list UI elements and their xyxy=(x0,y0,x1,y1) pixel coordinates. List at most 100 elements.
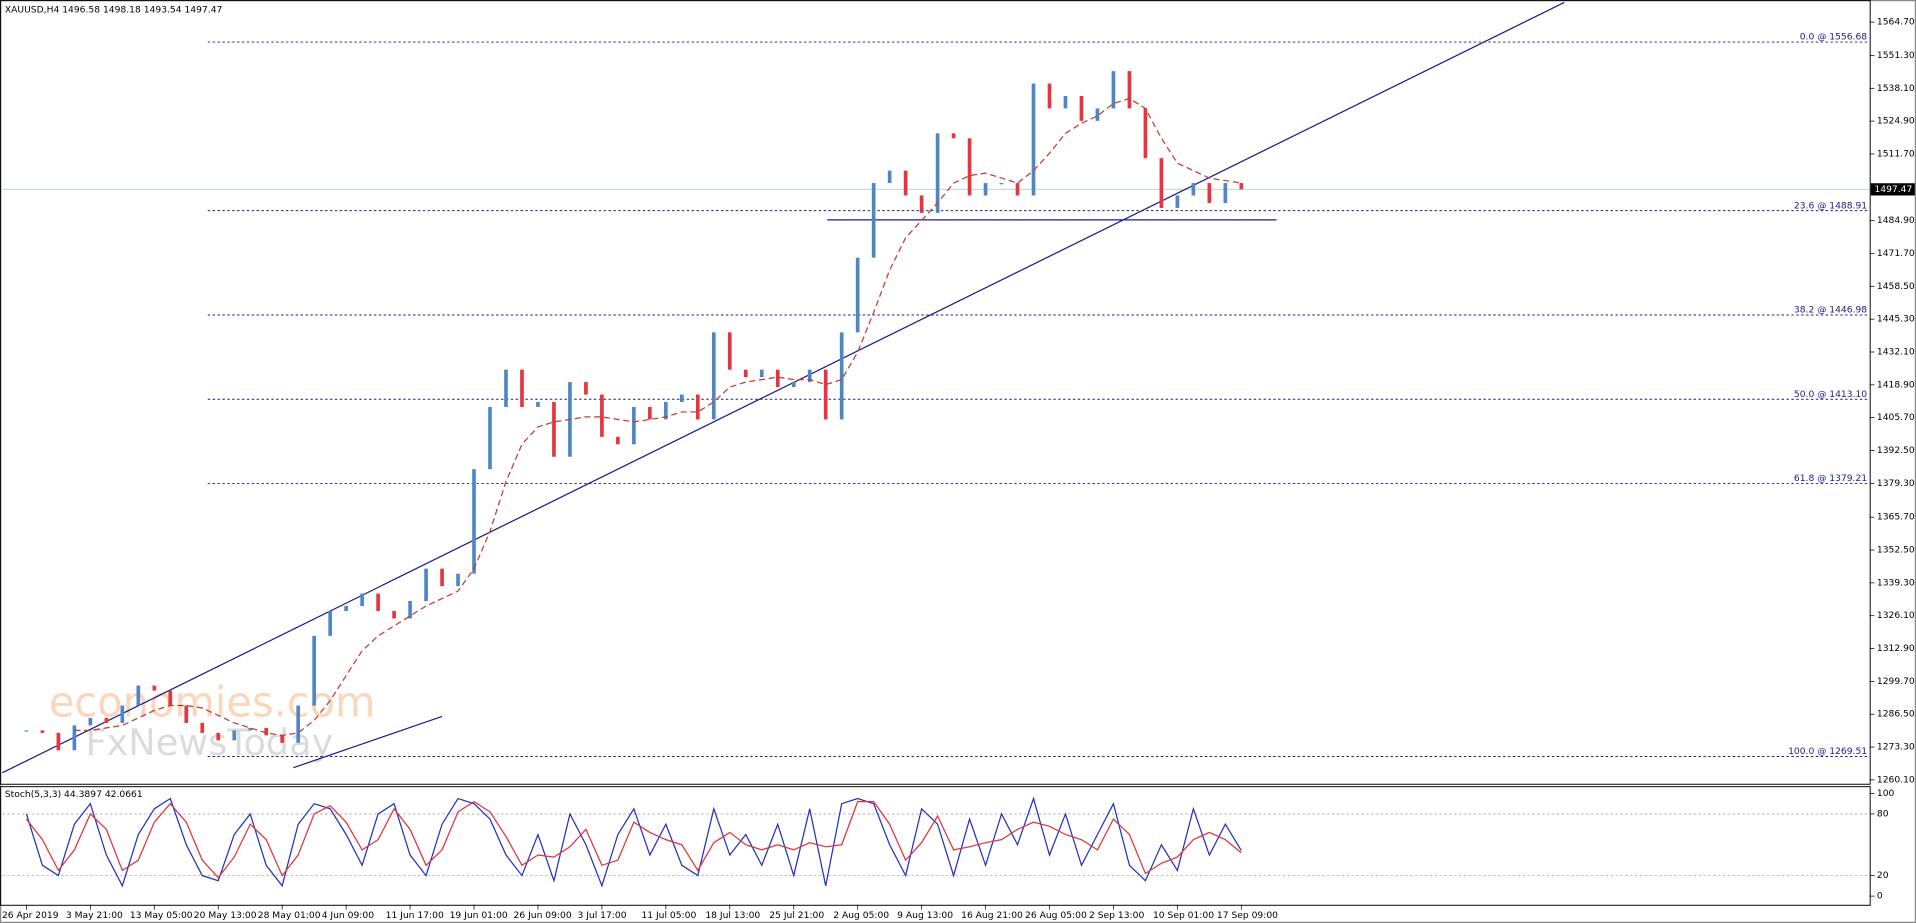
candle xyxy=(983,183,988,196)
watermark: FxNewsToday xyxy=(86,721,334,764)
candle xyxy=(536,401,540,407)
y-tick-label: 1471.70 xyxy=(1877,248,1915,259)
x-tick-label: 18 Jul 13:00 xyxy=(705,910,760,921)
y-tick-label: 1511.70 xyxy=(1877,148,1915,159)
fib-label: 100.0 @ 1269.51 xyxy=(1788,746,1867,757)
x-tick-label: 17 Sep 09:00 xyxy=(1217,910,1278,921)
candle xyxy=(1015,183,1020,196)
candle xyxy=(520,369,524,407)
candle xyxy=(807,369,812,383)
candle xyxy=(616,436,620,445)
candle xyxy=(600,394,604,437)
candle xyxy=(168,690,173,706)
x-tick-label: 10 Sep 01:00 xyxy=(1153,910,1214,921)
x-tick-label: 20 May 13:00 xyxy=(194,910,257,921)
candle xyxy=(1047,83,1052,109)
y-tick-label: 1418.90 xyxy=(1877,379,1915,390)
last-price-box xyxy=(1870,183,1915,196)
candle xyxy=(855,257,860,333)
x-tick-label: 3 Jul 17:00 xyxy=(577,910,626,921)
stoch-title: Stoch(5,3,3) 44.3897 42.0661 xyxy=(5,789,143,800)
main-panel xyxy=(0,0,1871,785)
candle xyxy=(711,332,716,420)
y-tick-label: 1564.70 xyxy=(1877,17,1915,28)
x-tick-label: 16 Aug 21:00 xyxy=(961,910,1023,921)
x-tick-label: 2 Aug 05:00 xyxy=(833,910,889,921)
candle xyxy=(552,401,556,457)
candle xyxy=(1191,183,1196,196)
stoch-line xyxy=(25,796,1242,888)
candle xyxy=(775,369,780,388)
candle xyxy=(1127,71,1132,109)
candle xyxy=(56,732,61,751)
candle xyxy=(264,727,269,736)
candle xyxy=(919,195,924,213)
candle xyxy=(232,730,237,741)
candle xyxy=(1175,195,1180,208)
y-tick-label: 1432.10 xyxy=(1877,346,1915,357)
candle xyxy=(951,133,956,139)
moving-average xyxy=(74,97,1242,736)
x-tick-label: 26 Aug 05:00 xyxy=(1025,910,1087,921)
y-tick-label: 1458.50 xyxy=(1877,281,1915,292)
y-tick-label: 1339.30 xyxy=(1877,577,1915,588)
y-tick-label: 1299.70 xyxy=(1877,676,1915,687)
candle xyxy=(376,593,380,611)
x-tick-label: 28 May 01:00 xyxy=(258,910,321,921)
y-tick-label: 1312.90 xyxy=(1877,643,1915,654)
x-tick-label: 13 May 05:00 xyxy=(130,910,193,921)
candle xyxy=(903,170,908,196)
candle xyxy=(24,730,29,732)
candle xyxy=(1239,183,1244,190)
trendline xyxy=(2,1,1565,774)
stoch-tick-label: 20 xyxy=(1877,870,1889,881)
candle xyxy=(1159,158,1164,208)
candle xyxy=(823,369,828,420)
y-tick-label: 1524.90 xyxy=(1877,116,1915,127)
y-tick-label: 1260.10 xyxy=(1877,774,1915,785)
candle xyxy=(999,183,1004,185)
candle xyxy=(632,406,636,445)
candle xyxy=(887,170,892,184)
candle xyxy=(1031,83,1036,196)
candle xyxy=(152,685,157,691)
candle xyxy=(104,717,109,723)
y-tick-label: 1445.30 xyxy=(1877,314,1915,325)
x-tick-label: 19 Jun 01:00 xyxy=(450,910,508,921)
candle xyxy=(791,382,796,388)
candle xyxy=(1111,71,1116,109)
candle xyxy=(967,138,972,196)
y-tick-label: 1365.70 xyxy=(1877,512,1915,523)
fib-label: 61.8 @ 1379.21 xyxy=(1794,473,1867,484)
stoch-tick-label: 80 xyxy=(1877,808,1889,819)
y-tick-label: 1392.50 xyxy=(1877,445,1915,456)
fib-label: 23.6 @ 1488.91 xyxy=(1794,200,1867,211)
candle xyxy=(839,332,844,420)
candle xyxy=(344,605,348,611)
fib-label: 50.0 @ 1413.10 xyxy=(1794,389,1867,400)
x-tick-label: 2 Sep 13:00 xyxy=(1089,910,1144,921)
y-tick-label: 1352.50 xyxy=(1877,545,1915,556)
candle xyxy=(743,369,748,378)
candle xyxy=(648,406,652,420)
candle xyxy=(312,635,316,706)
candle xyxy=(759,369,764,378)
candle xyxy=(1207,183,1212,203)
x-tick-label: 9 Aug 13:00 xyxy=(897,910,953,921)
y-tick-label: 1379.30 xyxy=(1877,478,1915,489)
candle xyxy=(727,332,732,370)
candle xyxy=(680,394,684,402)
x-tick-label: 25 Jul 21:00 xyxy=(769,910,824,921)
y-tick-label: 1551.30 xyxy=(1877,50,1915,61)
candle xyxy=(184,705,189,723)
candle xyxy=(1063,95,1068,109)
candle xyxy=(120,705,125,723)
candle xyxy=(504,369,508,407)
stoch-panel xyxy=(0,786,1871,906)
fib-label: 38.2 @ 1446.98 xyxy=(1794,305,1867,316)
candle xyxy=(871,183,876,258)
candle xyxy=(488,406,492,470)
candle xyxy=(392,610,396,619)
candle xyxy=(440,568,444,587)
